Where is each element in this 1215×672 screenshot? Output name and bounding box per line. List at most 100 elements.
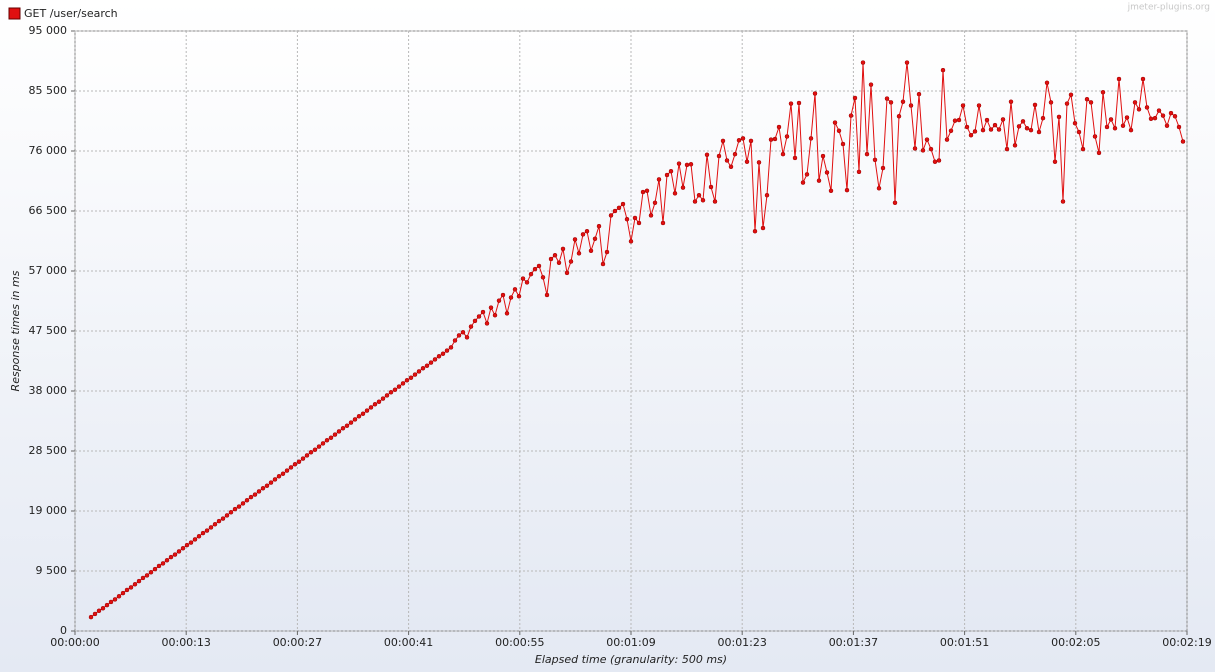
point: [468, 324, 474, 329]
y-tick-label: 47 500: [29, 324, 68, 337]
point: [1176, 124, 1182, 130]
point: [608, 213, 614, 218]
y-axis-label: Response times in ms: [9, 270, 22, 391]
point: [1032, 102, 1038, 108]
point: [620, 201, 626, 207]
point: [276, 474, 282, 479]
point: [592, 236, 598, 242]
point: [284, 468, 290, 473]
point: [568, 259, 574, 264]
point: [984, 117, 990, 123]
point: [128, 585, 134, 590]
point: [160, 561, 166, 566]
point: [812, 91, 818, 96]
point: [632, 215, 638, 221]
point: [556, 260, 562, 266]
point: [232, 506, 238, 512]
point: [244, 498, 250, 503]
point: [112, 597, 118, 602]
point: [1068, 92, 1074, 98]
point: [148, 570, 154, 575]
point: [1056, 114, 1062, 120]
point: [576, 251, 582, 256]
x-tick-label: 00:00:27: [273, 636, 322, 649]
point: [696, 192, 702, 198]
y-tick-label: 28 500: [29, 444, 68, 457]
point: [332, 432, 338, 437]
point: [612, 208, 618, 214]
point: [832, 120, 838, 125]
y-tick-label: 95 000: [29, 24, 68, 37]
point: [220, 516, 226, 521]
point: [904, 60, 910, 65]
point: [804, 172, 810, 177]
point: [728, 164, 734, 170]
point: [1096, 150, 1102, 156]
point: [1036, 129, 1042, 135]
point: [708, 184, 714, 190]
point: [212, 522, 218, 527]
point: [852, 95, 858, 101]
point: [908, 103, 914, 108]
y-tick-label: 38 000: [29, 384, 68, 397]
point: [524, 280, 530, 285]
point: [1132, 100, 1138, 105]
point: [228, 510, 234, 515]
point: [180, 546, 186, 551]
point: [544, 292, 550, 298]
point: [712, 199, 718, 204]
point: [328, 435, 334, 440]
point: [480, 309, 486, 315]
point: [252, 492, 258, 497]
point: [300, 456, 306, 461]
point: [844, 187, 850, 193]
plot-layer: 0 9 500 19 000 28 500 38 000 47 500 57 000 66 5…: [29, 24, 1212, 649]
point: [356, 414, 362, 419]
point: [776, 124, 782, 130]
point: [320, 441, 326, 446]
point: [324, 438, 330, 443]
point: [600, 261, 606, 267]
point: [640, 189, 646, 195]
point: [124, 587, 130, 593]
point: [936, 158, 942, 163]
point: [132, 582, 138, 587]
y-tick-label: 9 500: [36, 564, 68, 577]
point: [268, 480, 274, 485]
point: [656, 177, 662, 182]
point: [1116, 76, 1122, 82]
point: [588, 248, 594, 254]
point: [1016, 124, 1022, 129]
point: [436, 354, 442, 359]
point: [824, 170, 830, 175]
point: [304, 453, 310, 458]
point: [828, 188, 834, 194]
point: [536, 263, 542, 269]
point: [164, 558, 170, 563]
point: [352, 417, 358, 422]
point: [856, 169, 862, 175]
point: [532, 266, 538, 272]
point: [204, 528, 210, 533]
point: [516, 294, 522, 299]
point: [956, 117, 962, 123]
point: [580, 232, 586, 237]
point: [464, 335, 470, 340]
point: [1152, 115, 1158, 121]
point: [880, 165, 886, 171]
point: [416, 369, 422, 374]
point: [192, 537, 198, 542]
y-tick-label: 85 500: [29, 84, 68, 97]
point: [952, 118, 958, 123]
point: [336, 429, 342, 434]
point: [1136, 107, 1142, 112]
point: [1000, 117, 1006, 122]
point: [768, 137, 774, 142]
point: [540, 275, 546, 280]
point: [1160, 113, 1166, 118]
point: [716, 153, 722, 159]
point: [392, 387, 398, 392]
point: [368, 405, 374, 410]
point: [916, 91, 922, 97]
